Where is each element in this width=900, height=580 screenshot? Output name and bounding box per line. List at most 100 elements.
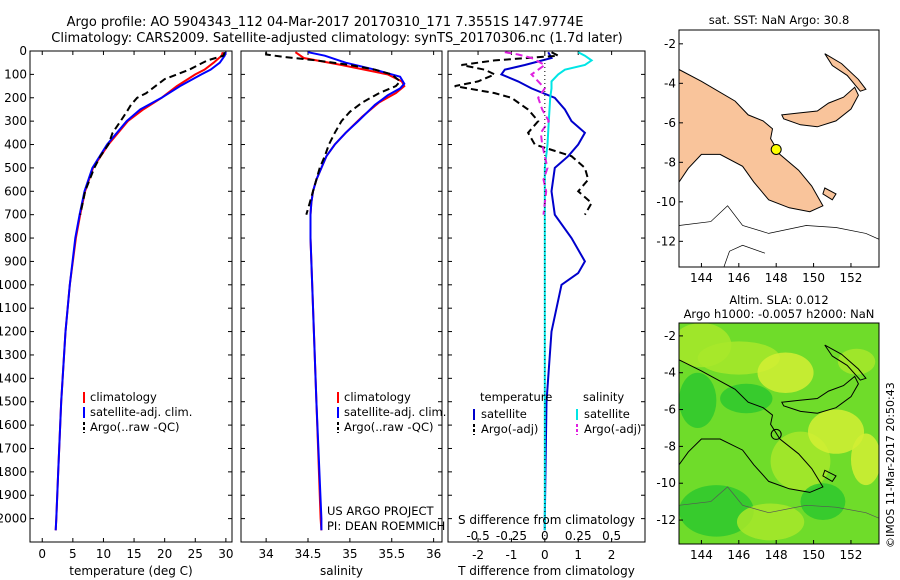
salinity-xtick-label: 36: [426, 547, 441, 561]
sst-map-argo-marker: [770, 143, 782, 155]
differences-legend-label: satellite: [584, 407, 630, 421]
sla-map-xtick-label: 144: [690, 548, 713, 562]
sst-map-land-0: [679, 68, 824, 213]
sla-map-field-patch-8: [679, 485, 754, 537]
differences-panel: -2 -1 0 1 2 T difference from climatology S di…: [447, 50, 646, 578]
temperature-xlabel: temperature (deg C): [69, 564, 192, 578]
sst-map-ytick-label: -8: [664, 155, 676, 169]
sla-map-field-patch-7: [850, 433, 879, 486]
sst-map-ytick-label: -4: [664, 76, 676, 90]
differences-xtick-label: 0: [541, 548, 549, 562]
depth-tick-label: 1500: [0, 395, 27, 409]
title-line-2: Climatology: CARS2009. Satellite-adjuste…: [51, 31, 623, 46]
credit-stamp: ©IMOS 11-Mar-2017 20:50:43: [884, 382, 897, 548]
temperature-legend-label: Argo(..raw -QC): [90, 420, 180, 434]
sst-map-xtick-label: 150: [802, 271, 825, 285]
temperature-xtick-label: 15: [126, 547, 141, 561]
sla-map: 144 146 148 150 152 -2 -4 -6 -8 -10 -12 Altim. SLA:…: [656, 293, 880, 562]
sla-map-field-patch-2: [679, 372, 717, 428]
panels: 0 5 10 15 20 25 300100200300400500600700800900…: [0, 13, 880, 578]
differences-axes-box: [447, 50, 646, 543]
sla-map-field-patch-4: [757, 352, 814, 393]
sst-map-xtick-label: 148: [765, 271, 788, 285]
depth-tick-label: 1100: [0, 301, 27, 315]
sla-map-xtick-label: 152: [840, 548, 863, 562]
title-line-1: Argo profile: AO 5904343_112 04-Mar-2017…: [67, 15, 584, 30]
sst-map-xtick-label: 144: [690, 271, 713, 285]
sla-map-coast-2: [824, 344, 867, 381]
depth-tick-label: 1000: [0, 278, 27, 292]
sla-map-argo-marker: [770, 428, 782, 440]
differences-legend: temperature salinitysatelliteArgo(-adj)sa…: [473, 390, 641, 436]
temperature-legend-label: climatology: [90, 390, 157, 404]
sla-map-field-patch-11: [837, 348, 876, 375]
differences-xtick-label: -1: [505, 548, 517, 562]
temperature-xtick-label: 5: [69, 547, 77, 561]
depth-tick-label: 1800: [0, 465, 27, 479]
sst-map-ytick-label: -2: [664, 37, 676, 51]
salinity-legend-label: Argo(..raw -QC): [344, 420, 434, 434]
differences-xtick2-label: -0.25: [496, 529, 527, 543]
sst-map-frame: [678, 29, 880, 268]
sla-map-ytick-label: -12: [656, 513, 676, 527]
sst-map-contour: [679, 205, 879, 240]
salinity-panel: 34 34.5 35 35.5 36 salinity: [240, 50, 443, 578]
sla-map-field-patch-9: [736, 503, 805, 541]
temperature-series-climatology: [54, 51, 224, 531]
sla-map-coast-0: [679, 359, 824, 493]
salinity-legend-label: climatology: [344, 390, 411, 404]
depth-tick-label: 1700: [0, 441, 27, 455]
sla-map-ytick-label: -8: [664, 439, 676, 453]
differences-xtick2-label: -0.5: [466, 529, 489, 543]
differences-legend-label: satellite: [481, 407, 527, 421]
credit-project: US ARGO PROJECT: [327, 504, 435, 518]
depth-tick-label: 1900: [0, 488, 27, 502]
sla-map-coast-1: [781, 375, 859, 414]
sst-map-title: sat. SST: NaN Argo: 30.8: [709, 13, 850, 27]
sla-map-xtick-label: 150: [802, 548, 825, 562]
sla-map-field-patch-6: [807, 409, 865, 454]
depth-tick-label: 100: [4, 67, 27, 81]
differences-xtick2-label: 0: [541, 529, 549, 543]
temperature-xtick-label: 20: [157, 547, 172, 561]
differences-legend-label: Argo(-adj): [584, 422, 641, 436]
sla-map-frame: [678, 322, 880, 545]
temperature-axes-box: [29, 50, 233, 543]
sla-map-xtick-label: 146: [727, 548, 750, 562]
differences-xtick-label: -2: [472, 548, 484, 562]
differences-xtick-label: 1: [574, 548, 582, 562]
depth-tick-label: 1600: [0, 418, 27, 432]
differences-xtick2-label: 0.5: [602, 529, 621, 543]
temperature-series-satellite-adj-clim-: [54, 51, 227, 531]
temperature-panel: 0 5 10 15 20 25 300100200300400500600700800900…: [0, 44, 234, 578]
depth-tick-label: 1200: [0, 325, 27, 339]
depth-tick-label: 700: [4, 208, 27, 222]
sst-map-xtick-label: 146: [727, 271, 750, 285]
differences-series-temperature-satellite: [499, 51, 587, 531]
depth-tick-label: 800: [4, 231, 27, 245]
differences-series-salinity-satellite: [543, 51, 594, 531]
sla-map-title-2: Argo h1000: -0.0057 h2000: NaN: [684, 307, 875, 321]
sst-map-land-3: [822, 187, 837, 201]
sst-map-land-1: [781, 86, 859, 128]
sla-map-ytick-label: -10: [656, 476, 676, 490]
differences-legend-group-temperature: temperature: [480, 390, 552, 404]
depth-tick-label: 400: [4, 138, 27, 152]
sla-map-content: [679, 323, 879, 544]
sst-map-ytick-label: -10: [656, 195, 676, 209]
salinity-xlabel: salinity: [320, 564, 363, 578]
depth-tick-label: 0: [19, 44, 27, 58]
depth-tick-label: 300: [4, 114, 27, 128]
differences-xlabel-secondary: S difference from climatology: [458, 513, 635, 527]
depth-tick-label: 900: [4, 254, 27, 268]
depth-tick-label: 1400: [0, 371, 27, 385]
sla-map-contour: [679, 486, 879, 519]
depth-tick-label: 2000: [0, 512, 27, 526]
differences-xtick2-label: 0.25: [565, 529, 592, 543]
salinity-xtick-label: 34.5: [295, 547, 322, 561]
salinity-legend-label: satellite-adj. clim.: [344, 405, 446, 419]
temperature-xtick-label: 25: [188, 547, 203, 561]
sst-map: 144 146 148 150 152 -2 -4 -6 -8 -10 -12 sat. SST: N…: [656, 13, 880, 285]
